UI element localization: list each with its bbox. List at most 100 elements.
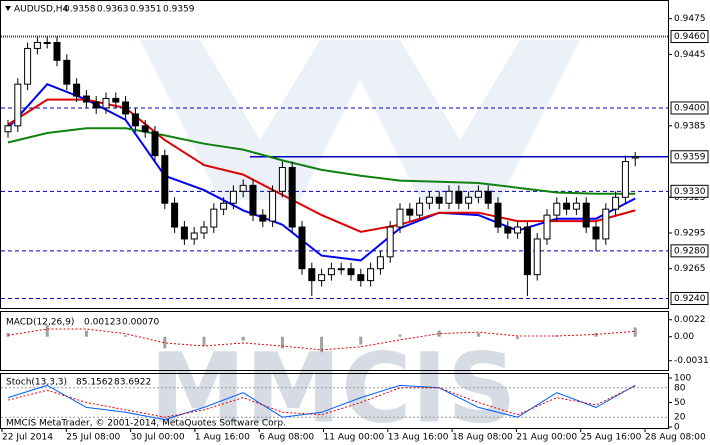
level-label-box <box>670 150 709 164</box>
header-value: 0.9359 <box>163 5 195 15</box>
candle-body <box>161 155 169 204</box>
macd-bar <box>320 336 324 353</box>
candle-body <box>602 208 610 240</box>
candle-body <box>73 83 81 97</box>
level-label-box <box>670 244 709 258</box>
candle-body <box>563 202 571 210</box>
candle-body <box>151 131 159 157</box>
level-label-box <box>670 291 709 305</box>
candle-body <box>465 196 473 204</box>
macd-bar <box>594 332 598 337</box>
x-tick-label: 25 Aug 16:00 <box>581 433 642 443</box>
candle-body <box>621 161 629 198</box>
candle-body <box>455 190 463 204</box>
level-label-box <box>670 30 709 44</box>
x-tick-label: 18 Aug 08:00 <box>452 433 513 443</box>
candle-body <box>533 238 541 276</box>
candle-body <box>141 125 149 133</box>
candle-body <box>14 83 22 127</box>
candle-body <box>298 226 306 270</box>
y-tick-label: 0.9385 <box>674 121 706 131</box>
candle-body <box>445 190 453 204</box>
macd-bar <box>516 336 520 340</box>
indicator-value: 0.00123 <box>84 318 121 328</box>
candle-body <box>43 41 51 44</box>
y-tick-label: 0.9265 <box>674 264 706 274</box>
footer: MMCIS MetaTrader, © 2001-2014, MetaQuote… <box>6 419 286 429</box>
macd-bar <box>398 334 402 337</box>
main-panel <box>0 0 669 309</box>
stoch-values <box>7 384 636 421</box>
candle-body <box>239 184 247 192</box>
indicator-title: Stoch(13,3,3) <box>6 378 67 388</box>
macd-bar <box>280 336 284 349</box>
candle-body <box>269 190 277 222</box>
candle-body <box>53 41 61 61</box>
x-tick-label: 30 Jul 00:00 <box>131 433 185 443</box>
y-tick-label: 20 <box>674 413 686 423</box>
y-tick-label: 0.9475 <box>674 14 706 24</box>
candle-body <box>425 196 433 204</box>
y-tick-label: 50 <box>674 398 686 408</box>
macd-bar <box>359 336 363 345</box>
y-tick-label: 0.00 <box>674 332 694 342</box>
candle-body <box>112 97 120 103</box>
candle-body <box>131 113 139 127</box>
candle-body <box>543 214 551 240</box>
macd-bar <box>633 327 637 337</box>
moving-average <box>7 127 636 195</box>
candle-body <box>82 95 90 103</box>
macd-signal <box>7 328 636 351</box>
candle-body <box>572 202 580 210</box>
x-tick-label: 11 Aug 00:00 <box>324 433 385 443</box>
candle-body <box>33 41 41 49</box>
symbol-title: AUDUSD,H4 <box>14 5 69 15</box>
header-value: 0.9351 <box>130 5 162 15</box>
macd-bar <box>84 330 88 337</box>
header-value: 0.9358 <box>64 5 96 15</box>
stoch-signal <box>7 385 636 418</box>
level-label: 0.9359 <box>674 152 706 162</box>
candle-body <box>318 274 326 282</box>
macd-bar <box>241 336 245 341</box>
x-tick-label: 28 Aug 08:00 <box>645 433 706 443</box>
stoch-panel <box>0 373 669 429</box>
y-tick-label: 0.9295 <box>674 228 706 238</box>
candle-body <box>474 190 482 198</box>
macd-panel <box>0 311 669 371</box>
y-tick-label: 80 <box>674 383 686 393</box>
candle-body <box>592 226 600 240</box>
y-tick-label: 0 <box>674 423 680 433</box>
candle-body <box>523 226 531 276</box>
candle-body <box>406 208 414 216</box>
level-label-box <box>670 101 709 115</box>
candle-body <box>376 256 384 270</box>
x-tick-label: 21 Aug 00:00 <box>516 433 577 443</box>
macd-bar <box>163 336 167 349</box>
macd-bar <box>437 330 441 337</box>
candle-body <box>102 97 110 109</box>
candle-body <box>514 226 522 234</box>
candle-body <box>494 202 502 228</box>
candle-body <box>357 274 365 282</box>
level-label: 0.9280 <box>674 246 706 256</box>
candle-body <box>612 196 620 210</box>
indicator-value: 0.00070 <box>122 318 159 328</box>
watermark: MMCIS <box>150 332 516 444</box>
candle-body <box>92 101 100 109</box>
candle-body <box>220 202 228 210</box>
y-tick-label: 100 <box>674 374 691 384</box>
candle-body <box>24 47 32 85</box>
candle-body <box>288 167 296 228</box>
candle-body <box>347 268 355 276</box>
header-value: 0.9363 <box>97 5 129 15</box>
level-label: 0.9330 <box>674 187 706 197</box>
candle-body <box>4 125 12 133</box>
macd-bar <box>476 332 480 337</box>
y-tick-label: 0.9445 <box>674 50 706 60</box>
candle-body <box>582 202 590 228</box>
macd-bar <box>45 325 49 337</box>
x-tick-label: 25 Jul 08:00 <box>66 433 120 443</box>
candle-body <box>386 226 394 258</box>
